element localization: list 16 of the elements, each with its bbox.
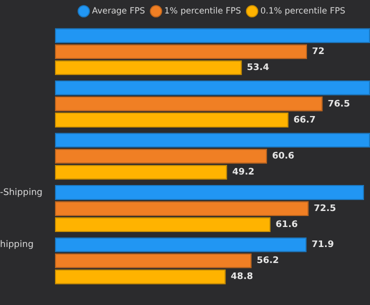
legend-label: Average FPS [92,6,146,16]
y-tick-label: hipping [0,240,34,250]
data-label: 48.8 [230,272,254,282]
data-label: 49.2 [232,168,254,178]
data-label: 53.4 [246,63,270,74]
data-label: 61.6 [276,220,298,230]
legend-label: 0.1% percentile FPS [260,6,346,16]
data-label: 56.2 [256,256,279,266]
data-label: 71.9 [312,240,334,250]
data-label: 66.7 [293,115,316,126]
data-label: 76.5 [328,99,350,110]
legend-label: 1% percentile FPS [164,6,242,16]
y-tick-label: -Shipping [0,188,43,198]
data-label: 72 [312,46,325,57]
data-label: 72.5 [314,204,336,214]
data-label: 60.6 [272,152,294,162]
